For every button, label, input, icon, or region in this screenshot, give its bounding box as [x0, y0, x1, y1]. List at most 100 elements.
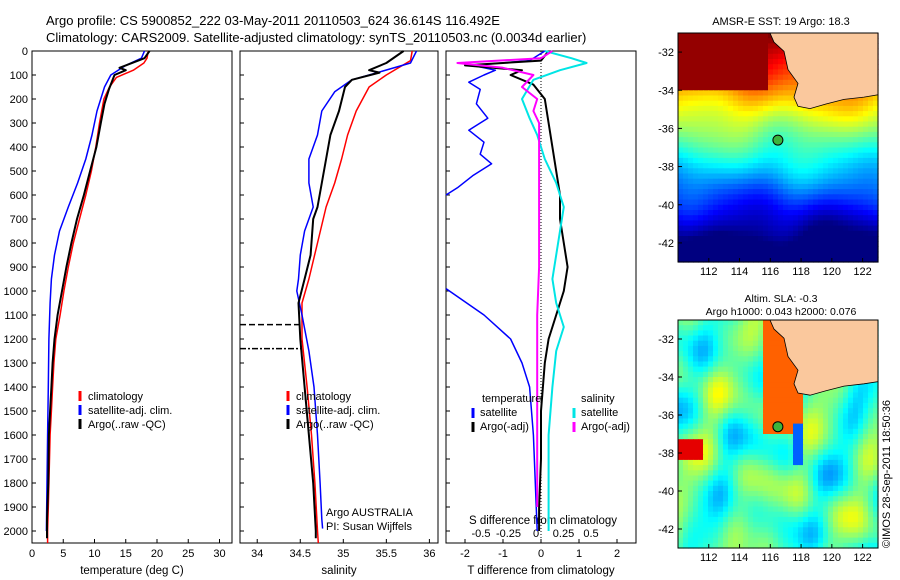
map-cell	[848, 397, 854, 404]
map-cell	[738, 335, 744, 342]
map-cell	[848, 491, 854, 497]
map-cell	[718, 537, 724, 544]
map-cell	[728, 126, 734, 133]
map-cell	[738, 225, 744, 232]
map-cell	[848, 251, 854, 258]
map-cell	[758, 163, 764, 169]
map-cell	[723, 454, 729, 461]
map-cell	[728, 38, 734, 44]
map-cell	[813, 434, 819, 440]
y-tick-label: 0	[22, 46, 28, 58]
map-cell	[808, 413, 814, 420]
map-cell	[793, 131, 799, 138]
map-x-tick-label: 112	[700, 552, 718, 564]
map-cell	[863, 246, 869, 253]
map-cell	[863, 121, 869, 128]
map-cell	[803, 173, 809, 180]
map-cell	[803, 522, 809, 528]
map-cell	[698, 361, 704, 368]
map-cell	[733, 480, 739, 487]
map-cell	[783, 100, 789, 107]
map-cell	[718, 173, 724, 180]
map-cell	[708, 210, 714, 216]
map-cell	[778, 470, 784, 477]
map-cell	[693, 397, 699, 404]
map-cell	[718, 53, 724, 60]
map-cell	[758, 428, 764, 435]
map-cell	[833, 522, 839, 528]
map-cell	[858, 459, 864, 466]
map-cell	[738, 38, 744, 44]
map-cell	[793, 246, 799, 253]
map-cell	[763, 236, 769, 242]
map-cell	[713, 204, 719, 211]
map-cell	[688, 126, 694, 133]
map-cell	[858, 506, 864, 513]
map-cell	[798, 173, 804, 180]
map-cell	[793, 402, 799, 409]
map-cell	[853, 236, 859, 242]
map-cell	[858, 215, 864, 221]
map-cell	[853, 397, 859, 404]
map-cell	[818, 157, 824, 164]
map-cell	[788, 454, 794, 461]
map-cell	[798, 116, 804, 123]
map-cell	[723, 251, 729, 258]
map-cell	[693, 79, 699, 86]
map-cell	[763, 204, 769, 211]
map-cell	[853, 189, 859, 195]
map-cell	[843, 480, 849, 487]
map-cell	[768, 241, 774, 247]
map-cell	[683, 413, 689, 420]
map-cell	[798, 402, 804, 409]
map-cell	[843, 105, 849, 112]
map-cell	[873, 246, 879, 253]
map-cell	[748, 423, 754, 430]
map-cell	[738, 470, 744, 477]
map-cell	[678, 100, 684, 107]
map-cell	[723, 157, 729, 164]
map-cell	[738, 173, 744, 180]
map-cell	[738, 377, 744, 383]
map-cell	[718, 371, 724, 378]
map-cell	[833, 470, 839, 477]
map-cell	[683, 126, 689, 133]
map-cell	[693, 340, 699, 347]
series-line-4	[456, 50, 553, 507]
map-cell	[703, 251, 709, 258]
map-cell	[738, 501, 744, 508]
map-cell	[833, 194, 839, 201]
map-cell	[808, 465, 814, 471]
map-cell	[738, 74, 744, 81]
map-cell	[828, 434, 834, 440]
map-cell	[838, 506, 844, 513]
map-cell	[718, 95, 724, 102]
map-cell	[853, 480, 859, 487]
map-cell	[688, 194, 694, 201]
map-cell	[843, 147, 849, 154]
map-cell	[873, 163, 879, 169]
map-cell	[718, 506, 724, 513]
map-cell	[858, 397, 864, 404]
map-cell	[868, 501, 874, 508]
map-cell	[863, 116, 869, 123]
map-cell	[788, 366, 794, 373]
map-cell	[773, 475, 779, 482]
map-cell	[753, 392, 759, 399]
map-cell	[823, 532, 829, 539]
y-tick-label: 300	[10, 118, 28, 130]
map-cell	[843, 251, 849, 258]
map-cell	[783, 459, 789, 466]
map-cell	[783, 506, 789, 513]
map-cell	[778, 183, 784, 190]
map-cell	[818, 485, 824, 492]
map-cell	[803, 392, 809, 399]
map-cell	[708, 423, 714, 430]
map-cell	[703, 33, 709, 39]
map-cell	[743, 377, 749, 383]
map-cell	[808, 496, 814, 502]
map-cell	[748, 173, 754, 180]
map-cell	[783, 377, 789, 383]
y-tick-label: 1200	[4, 334, 28, 346]
map-cell	[768, 397, 774, 404]
